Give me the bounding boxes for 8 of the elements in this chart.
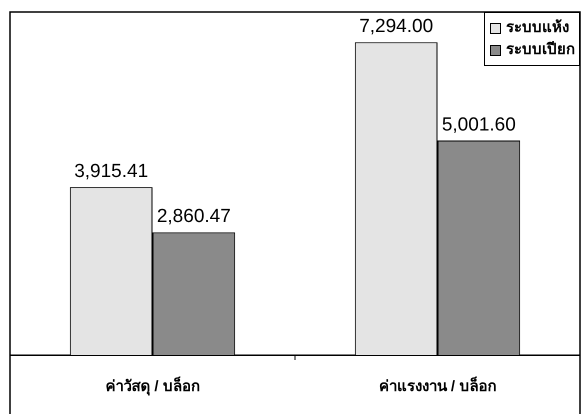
data-label: 7,294.00: [359, 16, 434, 38]
x-tick-label: ค่าแรงงาน / บล็อก: [378, 376, 496, 396]
data-label: 3,915.41: [74, 160, 148, 182]
x-tick-label: ค่าวัสดุ / บล็อก: [105, 376, 200, 396]
data-label: 2,860.47: [156, 206, 231, 228]
data-label: 5,001.60: [442, 114, 516, 136]
legend-label: ระบบแห้ง: [506, 18, 569, 38]
legend-label: ระบบเปียก: [506, 40, 575, 60]
